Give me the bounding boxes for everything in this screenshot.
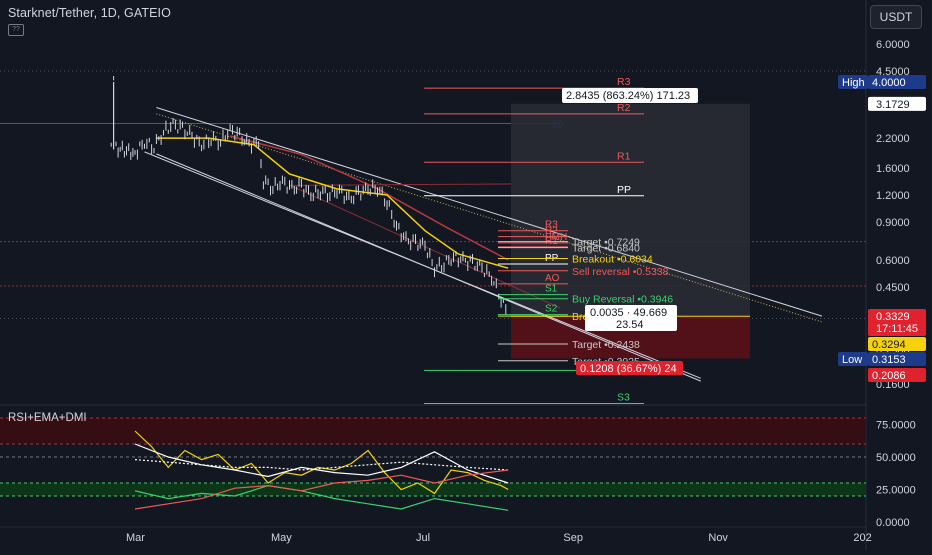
- price-axis-tick: 4.5000: [876, 66, 910, 78]
- price-axis-tick: 1.6000: [876, 163, 910, 175]
- current-price: 0.3329: [876, 311, 910, 323]
- annotation-label: Sell reversal •0.5338: [572, 266, 669, 278]
- weekly-pivot-label: R3: [545, 220, 558, 231]
- price-axis-tick: 0.9000: [876, 217, 910, 229]
- measure-bottom-bg: [576, 361, 683, 375]
- channel-upper-inner: [156, 113, 823, 323]
- low-label: Low: [842, 354, 862, 366]
- monthly-pivot-label: S3: [617, 391, 630, 403]
- channel-lower-inner: [156, 153, 701, 382]
- price-axis-tick: 1.2000: [876, 190, 910, 202]
- price-axis-tick: 2.2000: [876, 133, 910, 145]
- entry-price-label: 0.3294: [872, 339, 906, 351]
- low-value-bg: [868, 352, 926, 366]
- annotation-label: Target •0.7249: [572, 237, 640, 249]
- chart-title: Starknet/Tether, 1D, GATEIO: [8, 6, 171, 20]
- current-price-bg: [868, 309, 926, 336]
- high-value: 4.0000: [872, 77, 906, 89]
- measure-box-line1: 0.0035 · 49.669: [590, 307, 667, 319]
- price-axis-tick: 0.6000: [876, 255, 910, 267]
- price-axis-tick: 0.4500: [876, 282, 910, 294]
- time-axis-tick: Sep: [563, 532, 583, 544]
- low-label-bg: [838, 352, 868, 366]
- weekly-pivot-label: S1: [545, 284, 558, 295]
- weekly-pivot-label: R2: [545, 226, 558, 237]
- level-label-bg: [868, 96, 926, 111]
- high-label-bg: [838, 75, 868, 90]
- ema-yellow-line: [156, 137, 509, 269]
- time-axis-tick: 202: [853, 532, 871, 544]
- monthly-pivot-label: PP: [617, 184, 631, 196]
- high-value-bg: [868, 75, 926, 90]
- price-axis-tick: 6.0000: [876, 39, 910, 51]
- currency-button[interactable]: USDT: [870, 5, 922, 29]
- entry-price-label-bg: [868, 337, 926, 351]
- time-axis-tick: May: [271, 532, 292, 544]
- time-axis-tick: Jul: [416, 532, 430, 544]
- channel-upper: [156, 106, 823, 317]
- high-label: High: [842, 77, 865, 89]
- annotation-label: Breakout •0.6034: [572, 253, 653, 265]
- indicator-toggle-icon[interactable]: ??: [8, 24, 24, 36]
- time-axis-tick: Nov: [708, 532, 728, 544]
- weekly-pivot-label: AO: [545, 273, 560, 284]
- rsi-oversold-zone: [0, 483, 866, 496]
- indicator-axis-tick: 25.0000: [876, 485, 916, 497]
- monthly-pivot-label: R3: [617, 76, 631, 88]
- indicator-axis-tick: 75.0000: [876, 420, 916, 432]
- indicator-series-line: [134, 484, 509, 511]
- time-axis-tick: Mar: [126, 532, 145, 544]
- countdown: 17:11:45: [876, 323, 918, 335]
- weekly-pivot-label: S2: [545, 304, 558, 315]
- measure-top-bg: [562, 88, 698, 103]
- indicator-series-line: [134, 430, 509, 495]
- indicator-axis-tick: 50.0000: [876, 452, 916, 464]
- rsi-overbought-zone: [0, 418, 866, 444]
- indicator-series-line: [134, 443, 509, 484]
- measure-top-label: 2.8435 (863.24%) 171.23: [566, 90, 690, 102]
- measure-box-bg: [585, 305, 677, 331]
- indicator-series-line: [134, 459, 509, 471]
- stop-price-label-bg: [868, 368, 926, 382]
- monthly-pivot-label: R1: [617, 150, 631, 162]
- measure-bottom-label: 0.1208 (36.67%) 24: [580, 363, 677, 375]
- measure-box-line2: 23.54: [616, 319, 644, 331]
- indicator-axis-tick: 0.0000: [876, 517, 910, 529]
- monthly-pivot-label: R2: [617, 102, 631, 114]
- weekly-pivot-label: PMH: [545, 232, 567, 243]
- level-label: 3.1729: [876, 99, 910, 111]
- annotation-label: Buy Reversal •0.3946: [572, 294, 673, 306]
- indicator-series-line: [134, 469, 509, 510]
- indicator-title: RSI+EMA+DMI: [8, 412, 87, 424]
- annotation-label: Target •0.6840: [572, 243, 640, 255]
- annotation-label: Target •0.2438: [572, 339, 640, 351]
- low-value: 0.3153: [872, 354, 906, 366]
- stop-price-label: 0.2086: [872, 370, 906, 382]
